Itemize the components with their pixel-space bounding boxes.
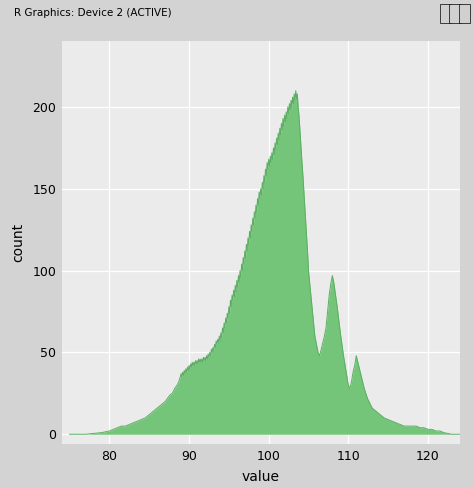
Text: R Graphics: Device 2 (ACTIVE): R Graphics: Device 2 (ACTIVE) [14, 8, 172, 19]
FancyBboxPatch shape [440, 4, 451, 23]
FancyBboxPatch shape [449, 4, 461, 23]
X-axis label: value: value [242, 469, 280, 484]
Y-axis label: count: count [11, 223, 25, 263]
FancyBboxPatch shape [459, 4, 470, 23]
